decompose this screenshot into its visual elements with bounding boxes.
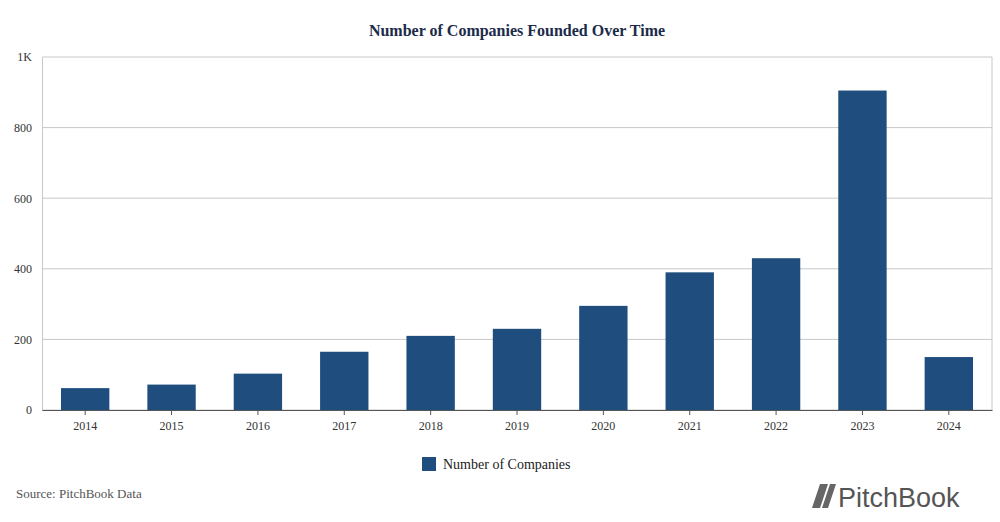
x-tick-mark (689, 410, 690, 415)
x-tick-label: 2016 (246, 419, 270, 433)
x-tick-mark (85, 410, 86, 415)
x-tick-label: 2014 (73, 419, 97, 433)
x-tick-label: 2024 (937, 419, 961, 433)
y-tick-label: 200 (14, 333, 32, 347)
bar (234, 374, 282, 410)
x-tick: 2022 (764, 410, 788, 433)
bar (320, 352, 368, 410)
x-tick-label: 2018 (419, 419, 443, 433)
x-tick-label: 2017 (332, 419, 356, 433)
x-tick-mark (517, 410, 518, 415)
bar (406, 336, 454, 410)
x-tick-mark (776, 410, 777, 415)
x-tick-label: 2021 (678, 419, 702, 433)
logo: PitchBook (812, 483, 960, 513)
y-tick: 800 (14, 121, 42, 135)
x-tick-mark (257, 410, 258, 415)
x-tick-mark (948, 410, 949, 415)
legend-swatch (422, 457, 436, 471)
bar (838, 91, 886, 410)
legend-label: Number of Companies (443, 457, 571, 472)
x-tick-label: 2015 (160, 419, 184, 433)
x-tick-label: 2019 (505, 419, 529, 433)
y-tick-label: 1K (17, 50, 32, 64)
bar (147, 385, 195, 410)
x-tick-mark (430, 410, 431, 415)
x-tick: 2016 (246, 410, 270, 433)
y-axis: 0 200 400 600 800 1K (14, 50, 43, 417)
y-tick-label: 600 (14, 192, 32, 206)
x-tick-mark (171, 410, 172, 415)
bar (61, 388, 109, 410)
x-tick: 2024 (937, 410, 961, 433)
bar (666, 272, 714, 410)
x-tick: 2017 (332, 410, 356, 433)
y-tick: 1K (17, 50, 42, 64)
x-tick: 2019 (505, 410, 529, 433)
x-tick-mark (344, 410, 345, 415)
y-tick-label: 400 (14, 262, 32, 276)
y-axis-line (42, 58, 43, 411)
y-tick: 200 (14, 333, 42, 347)
x-tick-label: 2022 (764, 419, 788, 433)
y-tick: 600 (14, 192, 42, 206)
x-tick: 2014 (73, 410, 97, 433)
title: Number of Companies Founded Over Time (369, 22, 665, 40)
y-tick: 400 (14, 262, 42, 276)
legend: Number of Companies (422, 457, 571, 472)
bar (493, 329, 541, 410)
y-tick-label: 800 (14, 121, 32, 135)
x-tick-label: 2023 (850, 419, 874, 433)
x-tick: 2018 (419, 410, 443, 433)
x-tick-mark (862, 410, 863, 415)
x-tick-mark (603, 410, 604, 415)
logo-text: PitchBook (838, 483, 960, 513)
x-axis: 2014 2015 2016 2017 2018 2019 2020 2021 2022 2023… (43, 410, 993, 433)
grid-line (42, 57, 992, 58)
x-tick: 2020 (591, 410, 615, 433)
logo-icon (812, 484, 836, 508)
bar (752, 258, 800, 410)
x-tick-label: 2020 (591, 419, 615, 433)
x-tick: 2023 (850, 410, 874, 433)
grid (42, 57, 992, 410)
x-tick: 2015 (160, 410, 184, 433)
plot-frame (992, 57, 993, 410)
chart: Number of Companies Founded Over Time 0 20… (0, 0, 1000, 522)
y-tick: 0 (26, 403, 42, 417)
source: Source: PitchBook Data (16, 486, 142, 501)
bar (925, 357, 973, 410)
y-tick-label: 0 (26, 403, 32, 417)
x-tick: 2021 (678, 410, 702, 433)
bars (61, 91, 973, 410)
bar (579, 306, 627, 410)
